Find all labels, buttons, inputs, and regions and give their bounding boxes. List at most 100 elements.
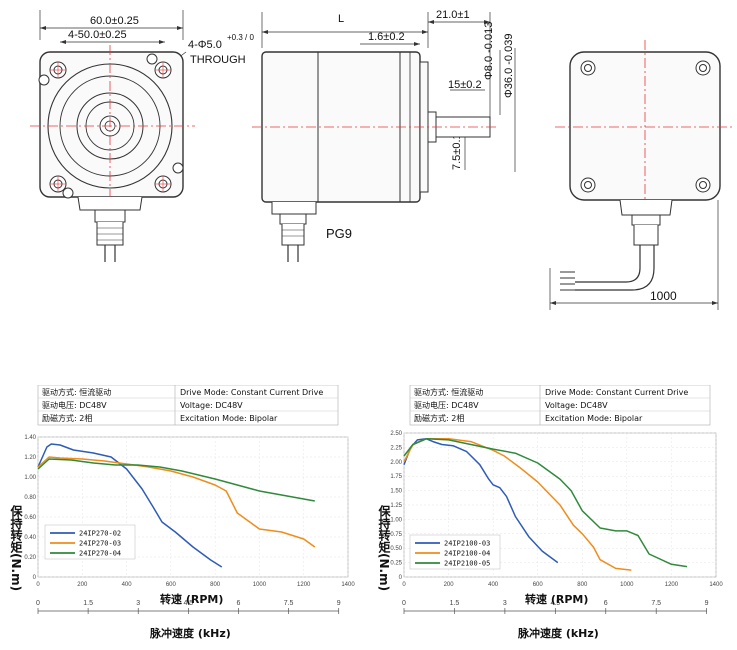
y-tick-label: 2.00 (390, 460, 402, 466)
info-drive-mode-cn: 驱动方式: 恒流驱动 (42, 387, 111, 397)
info-excitation-en: Excitation Mode: Bipolar (180, 414, 278, 423)
info-voltage-en: Voltage: DC48V (180, 401, 243, 410)
side-gland-label: PG9 (326, 226, 352, 241)
legend-label: 24IP270-04 (79, 550, 121, 558)
info-drive-mode-en: Drive Mode: Constant Current Drive (545, 388, 688, 397)
legend: 24IP270-02 24IP270-03 24IP270-04 (44, 524, 136, 560)
info-box (409, 385, 711, 426)
series-line-24IP270-03 (37, 456, 316, 548)
plot-area: 0 0.20 0.40 0.60 0.80 1.00 1.20 1.40 0 200 400 600 8… (24, 435, 355, 614)
khz-tick-label: 9 (705, 600, 709, 607)
x-tick-label: 400 (488, 582, 499, 588)
x-tick-label: 1400 (341, 582, 355, 588)
y-tick-label: 0.40 (24, 535, 36, 541)
front-through-label: THROUGH (190, 54, 246, 66)
x-tick-label: 800 (210, 582, 221, 588)
motor-drawing: 60.0±0.25 4-50.0±0.25 4-Φ5.0 +0.3 / 0 TH… (30, 9, 735, 310)
info-voltage-cn: 驱动电压: DC48V (414, 400, 479, 410)
x-tick-label: 200 (444, 582, 455, 588)
x-axis-label-rpm: 转速 (RPM) (525, 592, 588, 606)
y-axis-label: 保持转矩(N.m) (9, 504, 23, 592)
torque-chart-270: 驱动方式: 恒流驱动 Drive Mode: Constant Current … (9, 385, 355, 640)
legend-label: 24IP270-02 (79, 530, 121, 538)
legend-label: 24IP270-03 (79, 540, 121, 548)
info-excitation-cn: 励磁方式: 2相 (414, 413, 464, 423)
side-shaft-len-dim: 21.0±1 (436, 9, 470, 21)
plot-area: 00.250.500.751.001.251.501.752.002.252.5… (390, 431, 723, 614)
khz-tick-label: 6 (237, 600, 241, 607)
khz-tick-label: 0 (402, 600, 406, 607)
x-axis-label-khz: 脉冲速度 (kHz) (517, 626, 599, 640)
khz-tick-label: 3 (136, 600, 140, 607)
front-holes-tol: +0.3 / 0 (227, 33, 254, 42)
y-tick-label: 0.60 (24, 515, 36, 521)
khz-tick-label: 4.5 (550, 600, 560, 607)
back-cable-dim: 1000 (650, 289, 677, 303)
y-tick-label: 2.25 (390, 445, 402, 451)
x-tick-label: 1200 (297, 582, 311, 588)
side-pilot-dim: 1.6±0.2 (368, 31, 405, 43)
x-tick-label: 200 (77, 582, 88, 588)
x-tick-label: 1400 (709, 582, 723, 588)
side-shaft-dia-dim: Φ8.0 -0.013 (483, 22, 495, 80)
series-line-24IP270-02 (37, 443, 223, 568)
y-tick-label: 0.50 (390, 546, 402, 552)
front-holes-dim: 4-Φ5.0 (188, 39, 222, 51)
y-axis-label: 保持转矩(N.m) (377, 504, 391, 592)
side-length-dim: L (338, 13, 344, 25)
y-tick-label: 1.20 (24, 455, 36, 461)
side-flat-dim: 15±0.2 (448, 79, 482, 91)
x-axis-label-khz: 脉冲速度 (kHz) (149, 626, 231, 640)
front-view: 60.0±0.25 4-50.0±0.25 4-Φ5.0 +0.3 / 0 TH… (30, 10, 254, 262)
info-drive-mode-en: Drive Mode: Constant Current Drive (180, 388, 323, 397)
legend: 24IP2100-03 24IP2100-04 24IP2100-05 (409, 534, 501, 570)
x-tick-label: 0 (36, 582, 40, 588)
legend-label: 24IP2100-05 (444, 560, 490, 568)
x-tick-label: 1000 (253, 582, 267, 588)
x-tick-label: 600 (166, 582, 177, 588)
side-flat-depth-dim: 7.5±0.1 (451, 133, 463, 170)
front-width-dim: 60.0±0.25 (90, 15, 139, 27)
info-box (37, 385, 339, 426)
y-tick-label: 1.50 (390, 489, 402, 495)
info-voltage-cn: 驱动电压: DC48V (42, 400, 107, 410)
series-line-24IP2100-03 (403, 438, 559, 564)
khz-tick-label: 7.5 (651, 600, 661, 607)
khz-tick-label: 4.5 (183, 600, 193, 607)
y-tick-label: 0.75 (390, 532, 402, 538)
back-view: 1000 (549, 40, 735, 310)
side-boss-dia-dim: Φ36.0 -0.039 (503, 34, 515, 98)
series-line-24IP2100-05 (403, 438, 688, 568)
torque-chart-2100: 驱动方式: 恒流驱动 Drive Mode: Constant Current … (377, 385, 723, 640)
y-tick-label: 0 (33, 575, 37, 581)
khz-tick-label: 1.5 (450, 600, 460, 607)
legend-label: 24IP2100-03 (444, 540, 490, 548)
x-tick-label: 800 (577, 582, 588, 588)
khz-tick-label: 7.5 (284, 600, 294, 607)
khz-tick-label: 0 (36, 600, 40, 607)
legend-label: 24IP2100-04 (444, 550, 490, 558)
info-excitation-cn: 励磁方式: 2相 (42, 413, 92, 423)
x-axis-label-rpm: 转速 (RPM) (160, 592, 223, 606)
y-tick-label: 0.25 (390, 561, 402, 567)
y-tick-label: 1.75 (390, 474, 402, 480)
info-voltage-en: Voltage: DC48V (545, 401, 608, 410)
x-tick-label: 1000 (620, 582, 634, 588)
side-view: L 21.0±1 1.6±0.2 15±0.2 Φ8.0 -0.013 Φ36.… (252, 9, 516, 262)
x-tick-label: 1200 (665, 582, 679, 588)
y-tick-label: 0.80 (24, 495, 36, 501)
series-line-24IP270-04 (37, 458, 315, 502)
khz-tick-label: 1.5 (83, 600, 93, 607)
y-tick-label: 0 (399, 575, 403, 581)
front-pitch-dim: 4-50.0±0.25 (68, 29, 127, 41)
y-tick-label: 2.50 (390, 431, 402, 437)
y-tick-label: 0.20 (24, 555, 36, 561)
x-tick-label: 600 (533, 582, 544, 588)
y-tick-label: 1.00 (24, 475, 36, 481)
khz-tick-label: 3 (503, 600, 507, 607)
x-tick-label: 400 (122, 582, 133, 588)
info-drive-mode-cn: 驱动方式: 恒流驱动 (414, 387, 483, 397)
x-tick-label: 0 (402, 582, 406, 588)
y-tick-label: 1.00 (390, 517, 402, 523)
info-excitation-en: Excitation Mode: Bipolar (545, 414, 643, 423)
